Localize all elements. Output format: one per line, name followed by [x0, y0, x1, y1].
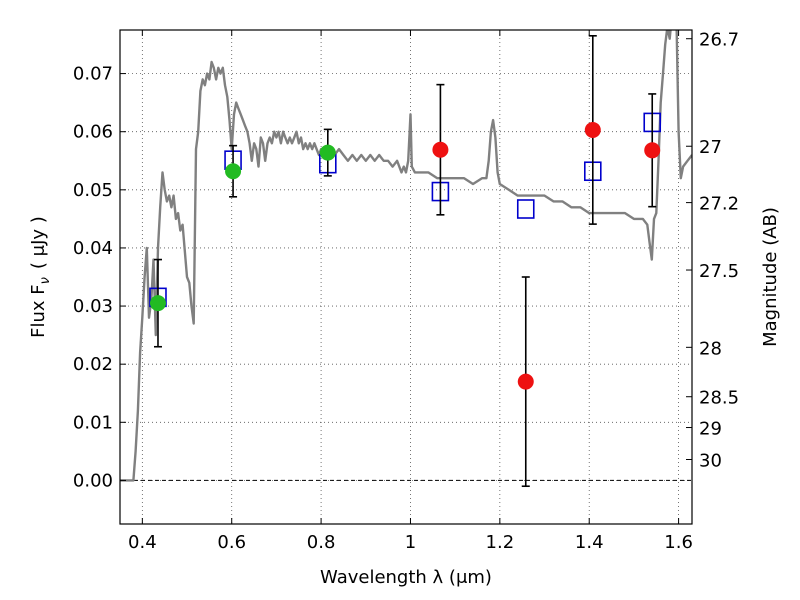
- x-tick-label: 1.2: [486, 532, 515, 553]
- y2-tick-label: 27.5: [699, 261, 739, 282]
- y2-tick-label: 28: [699, 338, 722, 359]
- red-flux-point: [644, 142, 661, 159]
- y2-tick-label: 29: [699, 419, 722, 440]
- x-tick-label: 0.8: [307, 532, 336, 553]
- markers: [149, 35, 662, 488]
- y-tick-label: 0.06: [73, 122, 113, 143]
- y2-axis-title: Magnitude (AB): [760, 207, 781, 347]
- x-tick-label: 1.4: [575, 532, 604, 553]
- model-flux-square: [516, 199, 535, 219]
- red-flux-point: [584, 121, 601, 138]
- y-axis-title-sub: ν: [38, 277, 53, 284]
- y-tick-label: 0.03: [73, 296, 113, 317]
- y2-tick-label: 27.2: [699, 194, 739, 215]
- x-axis-title: Wavelength λ (μm): [320, 567, 492, 588]
- x-tick-label: 1.6: [664, 532, 693, 553]
- red-flux-point: [432, 141, 449, 158]
- y-axis-title-main: Flux F: [28, 284, 49, 338]
- x-tick-label: 0.4: [128, 532, 157, 553]
- y-axis-title: Flux Fν ( μJy ): [28, 216, 53, 338]
- y-tick-label: 0.07: [73, 64, 113, 85]
- y-axis-title-unit: ( μJy ): [28, 216, 49, 269]
- x-tick-label: 1: [405, 532, 416, 553]
- y-tick-label: 0.01: [73, 412, 113, 433]
- y-tick-label: 0.02: [73, 354, 113, 375]
- y-tick-label: 0.00: [73, 470, 113, 491]
- y2-tick-label: 27: [699, 137, 722, 158]
- y2-tick-label: 26.7: [699, 30, 739, 51]
- y2-tick-label: 30: [699, 450, 722, 471]
- axis-ticks: 0.4 0.6 0.8 1 1.2 1.4 1.6 0.00 0.01 0.02 0.03 0.04 0…: [73, 30, 739, 553]
- x-tick-label: 0.6: [217, 532, 246, 553]
- plot-frame: [119, 29, 693, 525]
- y-tick-label: 0.05: [73, 180, 113, 201]
- y-tick-label: 0.04: [73, 238, 113, 259]
- green-flux-point: [319, 144, 336, 161]
- plot-area: [120, 30, 692, 482]
- spectrum-line: [120, 30, 692, 482]
- green-flux-point: [225, 163, 242, 180]
- y2-tick-label: 28.5: [699, 388, 739, 409]
- y-axis-title-group: Flux Fν ( μJy ): [28, 216, 53, 338]
- red-flux-point: [517, 373, 534, 390]
- grid-lines: [120, 30, 692, 524]
- green-flux-point: [149, 295, 166, 312]
